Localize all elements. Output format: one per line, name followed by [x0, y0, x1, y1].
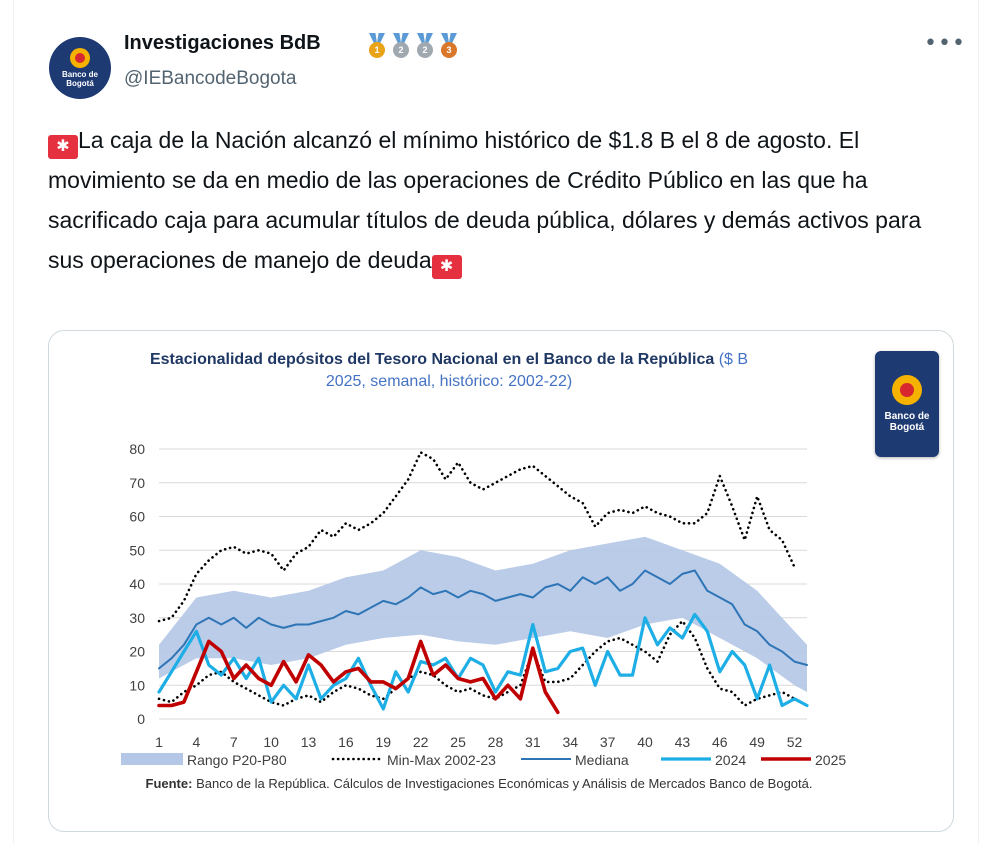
x-tick-label: 4 [192, 734, 200, 750]
y-tick-label: 10 [129, 677, 145, 693]
series-minmax-lower [157, 619, 796, 707]
x-tick-label: 10 [263, 734, 279, 750]
tweet-text: ✱ La caja de la Nación alcanzó el mínimo … [48, 120, 928, 280]
user-handle[interactable]: @IEBancodeBogota [124, 68, 297, 89]
seasonality-chart: 0 10 20 30 40 50 60 70 80 1 4 7 10 13 16 19 22 25 28 31 34 37… [121, 441, 846, 768]
more-options-icon[interactable]: ••• [924, 31, 966, 56]
avatar[interactable]: Banco de Bogotá [49, 37, 111, 99]
y-tick-label: 70 [129, 475, 145, 491]
display-name[interactable]: Investigaciones BdB [124, 32, 321, 54]
silver-medal-icon: 2 [390, 33, 412, 59]
bank-logo-icon [70, 48, 90, 68]
y-tick-label: 80 [129, 441, 145, 457]
bank-logo-icon [892, 375, 922, 405]
gold-medal-icon: 1 [366, 33, 388, 59]
x-tick-label: 43 [675, 734, 691, 750]
chart-title-unit: ($ B [718, 351, 749, 368]
x-tick-label: 37 [600, 734, 616, 750]
logo-text-2: Bogotá [889, 422, 925, 433]
series-2025 [157, 639, 560, 715]
legend-label-band: Rango P20-P80 [187, 752, 287, 768]
x-tick-label: 49 [749, 734, 765, 750]
band-p20-p80 [159, 536, 807, 692]
legend-label-minmax: Min-Max 2002-23 [387, 752, 496, 768]
y-tick-label: 20 [129, 644, 145, 660]
x-tick-label: 7 [230, 734, 238, 750]
series-minmax-upper [157, 451, 796, 623]
medal-badges: 1 2 2 3 [366, 33, 460, 59]
legend-label-2024: 2024 [715, 752, 746, 768]
x-tick-label: 1 [155, 734, 163, 750]
source-text: Banco de la República. Cálculos de Inves… [196, 776, 813, 791]
logo-text-1: Banco de [884, 411, 930, 422]
x-tick-label: 25 [450, 734, 466, 750]
banco-bogota-logo: Banco de Bogotá [875, 351, 939, 457]
y-tick-label: 60 [129, 509, 145, 525]
siren-icon: ✱ [431, 255, 462, 279]
legend-swatch-band [121, 753, 183, 765]
y-tick-label: 50 [129, 542, 145, 558]
legend-label-mediana: Mediana [575, 752, 629, 768]
timeline-right-border [978, 0, 979, 844]
x-tick-label: 46 [712, 734, 728, 750]
avatar-text-2: Bogotá [66, 79, 94, 88]
chart-title-main: Estacionalidad depósitos del Tesoro Naci… [149, 351, 715, 368]
x-tick-label: 19 [376, 734, 392, 750]
x-tick-label: 28 [488, 734, 504, 750]
silver-medal-icon: 2 [414, 33, 436, 59]
y-tick-label: 30 [129, 610, 145, 626]
x-tick-label: 16 [338, 734, 354, 750]
source-label: Fuente: [145, 776, 193, 791]
series-mediana [158, 569, 808, 670]
x-tick-label: 13 [301, 734, 317, 750]
chart-source: Fuente: Banco de la República. Cálculos … [49, 775, 909, 793]
legend-label-2025: 2025 [815, 752, 846, 768]
x-tick-label: 52 [787, 734, 803, 750]
x-tick-label: 34 [562, 734, 578, 750]
avatar-text-1: Banco de [61, 70, 98, 79]
tweet-body: La caja de la Nación alcanzó el mínimo h… [48, 127, 922, 273]
y-tick-label: 40 [129, 576, 145, 592]
bronze-medal-icon: 3 [438, 33, 460, 59]
series-2024 [157, 612, 809, 711]
y-tick-label: 0 [137, 711, 145, 727]
timeline-left-border [13, 0, 14, 844]
x-tick-label: 40 [637, 734, 653, 750]
chart-title-subtitle: 2025, semanal, histórico: 2002-22) [325, 373, 573, 390]
chart-image-card[interactable]: Estacionalidad depósitos del Tesoro Naci… [48, 330, 954, 832]
x-tick-label: 31 [525, 734, 541, 750]
siren-icon: ✱ [48, 135, 78, 159]
x-tick-label: 22 [413, 734, 429, 750]
chart-title: Estacionalidad depósitos del Tesoro Naci… [49, 349, 849, 393]
